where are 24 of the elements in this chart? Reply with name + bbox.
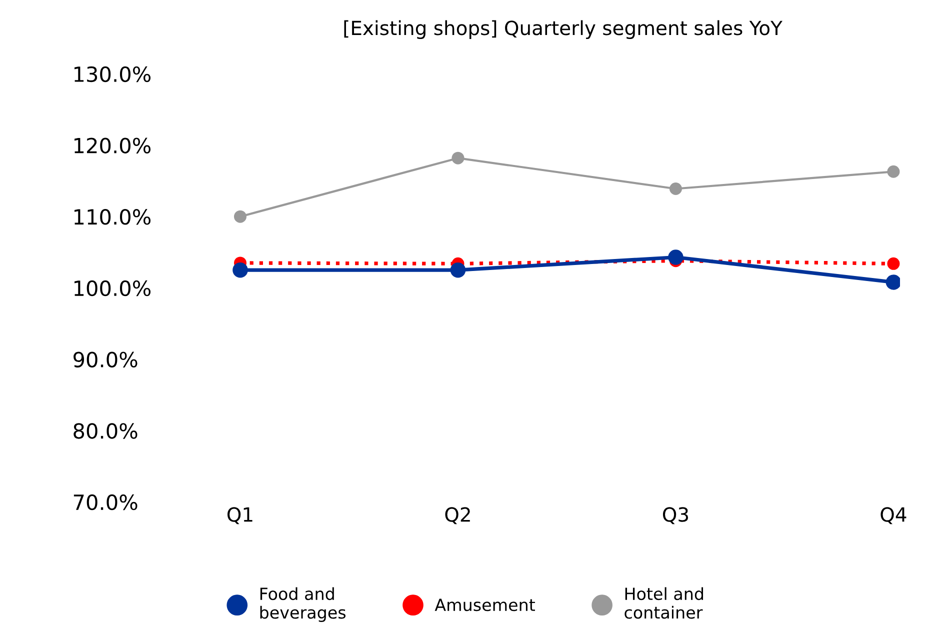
legend-label: Amusement [434,598,535,612]
y-tick-label: 70.0% [74,494,138,510]
y-tick-label: 90.0% [74,352,138,368]
x-tick-label: Q1 [227,507,252,524]
point [234,210,246,223]
legend-label: Hotel and container [624,587,704,619]
x-tick-label: Q4 [880,507,906,524]
point [668,250,684,265]
chart-title: [Existing shops] Quarterly segment sales YoY [344,20,782,40]
x-tick-label: Q2 [445,507,470,524]
point [669,182,682,196]
y-tick-label: 100.0% [74,280,151,296]
point [452,152,464,164]
point [886,274,900,290]
y-tick-label: 110.0% [74,209,151,225]
point [887,165,900,178]
point [887,257,900,270]
point [232,262,248,278]
legend-label: Food and beverages [260,587,346,622]
y-tick-label: 120.0% [74,138,151,154]
y-tick-label: 80.0% [74,423,138,439]
point [450,262,466,278]
x-tick-label: Q3 [662,507,688,524]
y-tick-label: 130.0% [74,66,151,82]
